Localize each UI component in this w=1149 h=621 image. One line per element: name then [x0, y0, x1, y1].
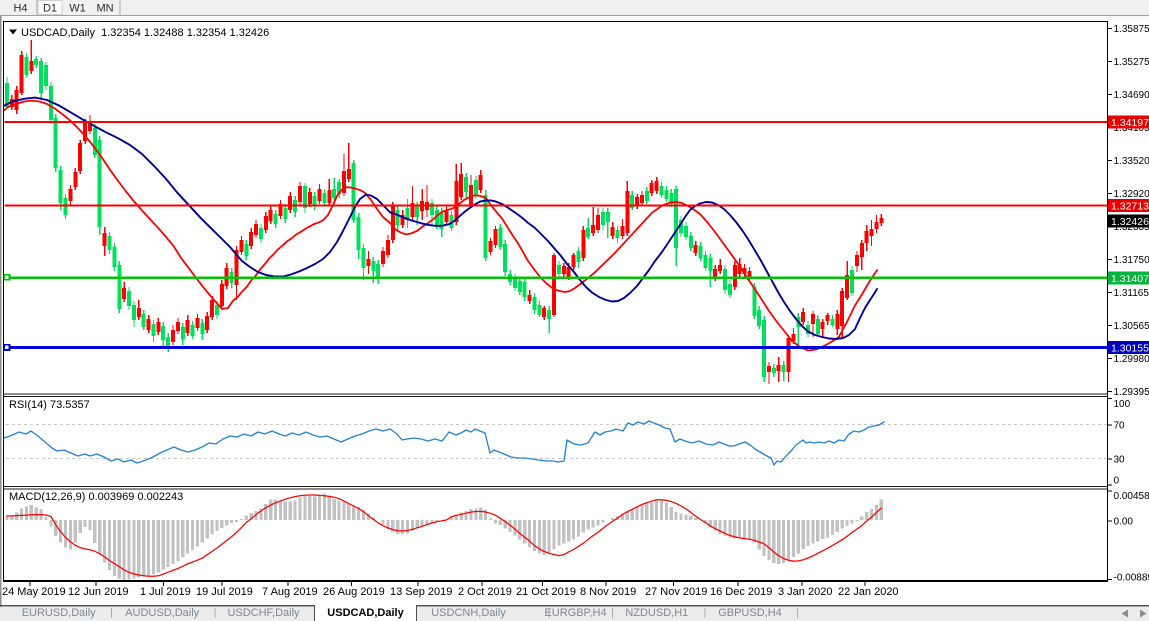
svg-text:EURGBP,H4: EURGBP,H4 [544, 607, 606, 619]
svg-text:1.31750: 1.31750 [1114, 255, 1149, 266]
svg-text:NZDUSD,H1: NZDUSD,H1 [625, 607, 688, 619]
svg-text:26 Aug 2019: 26 Aug 2019 [323, 586, 385, 598]
svg-text:AUDUSD,Daily: AUDUSD,Daily [125, 607, 199, 619]
svg-text:RSI(14) 73.5357: RSI(14) 73.5357 [9, 399, 90, 411]
svg-text:1.30565: 1.30565 [1114, 321, 1149, 332]
svg-text:-0.008894: -0.008894 [1114, 573, 1149, 584]
svg-text:USDCAD,Daily 1.32354 1.32488: USDCAD,Daily 1.32354 1.32488 1.32354 1.3… [21, 27, 269, 39]
svg-text:16 Dec 2019: 16 Dec 2019 [710, 586, 772, 598]
svg-text:8 Nov 2019: 8 Nov 2019 [580, 586, 636, 598]
svg-text:H4: H4 [13, 3, 27, 15]
svg-text:USDCAD,Daily: USDCAD,Daily [327, 607, 404, 619]
svg-text:1.35875: 1.35875 [1114, 24, 1149, 35]
svg-text:EURUSD,Daily: EURUSD,Daily [22, 607, 96, 619]
svg-text:3 Jan 2020: 3 Jan 2020 [778, 586, 832, 598]
svg-text:GBPUSD,H4: GBPUSD,H4 [718, 607, 782, 619]
svg-text:100: 100 [1114, 399, 1131, 410]
svg-text:13 Sep 2019: 13 Sep 2019 [390, 586, 452, 598]
svg-text:1.35275: 1.35275 [1114, 57, 1149, 68]
svg-text:21 Oct 2019: 21 Oct 2019 [516, 586, 576, 598]
svg-text:1.31165: 1.31165 [1114, 288, 1149, 299]
svg-text:12 Jun 2019: 12 Jun 2019 [68, 586, 129, 598]
svg-text:30: 30 [1114, 455, 1126, 466]
svg-text:1 Jul 2019: 1 Jul 2019 [140, 586, 191, 598]
svg-text:1.29980: 1.29980 [1114, 354, 1149, 365]
svg-text:1.30155: 1.30155 [1111, 343, 1149, 355]
svg-text:1.31407: 1.31407 [1111, 273, 1149, 285]
svg-text:D1: D1 [43, 3, 57, 15]
svg-text:1.33520: 1.33520 [1114, 156, 1149, 167]
svg-text:0: 0 [1114, 476, 1120, 487]
svg-text:1.34690: 1.34690 [1114, 90, 1149, 101]
svg-text:2 Oct 2019: 2 Oct 2019 [458, 586, 512, 598]
svg-text:W1: W1 [69, 3, 86, 15]
svg-text:1.32713: 1.32713 [1111, 201, 1149, 213]
svg-text:19 Jul 2019: 19 Jul 2019 [196, 586, 253, 598]
svg-text:1.32426: 1.32426 [1111, 216, 1149, 228]
svg-text:USDCHF,Daily: USDCHF,Daily [227, 607, 300, 619]
svg-text:1.34197: 1.34197 [1111, 117, 1149, 129]
svg-text:24 May 2019: 24 May 2019 [2, 586, 66, 598]
svg-text:1.29395: 1.29395 [1114, 387, 1149, 398]
svg-text:0.00: 0.00 [1114, 517, 1134, 528]
svg-text:0.004581: 0.004581 [1114, 491, 1149, 502]
svg-text:70: 70 [1114, 421, 1126, 432]
svg-text:MACD(12,26,9) 0.003969 0.00224: MACD(12,26,9) 0.003969 0.002243 [9, 491, 183, 503]
svg-text:USDCNH,Daily: USDCNH,Daily [431, 607, 506, 619]
svg-text:22 Jan 2020: 22 Jan 2020 [838, 586, 899, 598]
svg-text:MN: MN [96, 3, 113, 15]
svg-text:1.32920: 1.32920 [1114, 189, 1149, 200]
svg-text:27 Nov 2019: 27 Nov 2019 [645, 586, 707, 598]
svg-text:7 Aug 2019: 7 Aug 2019 [262, 586, 318, 598]
